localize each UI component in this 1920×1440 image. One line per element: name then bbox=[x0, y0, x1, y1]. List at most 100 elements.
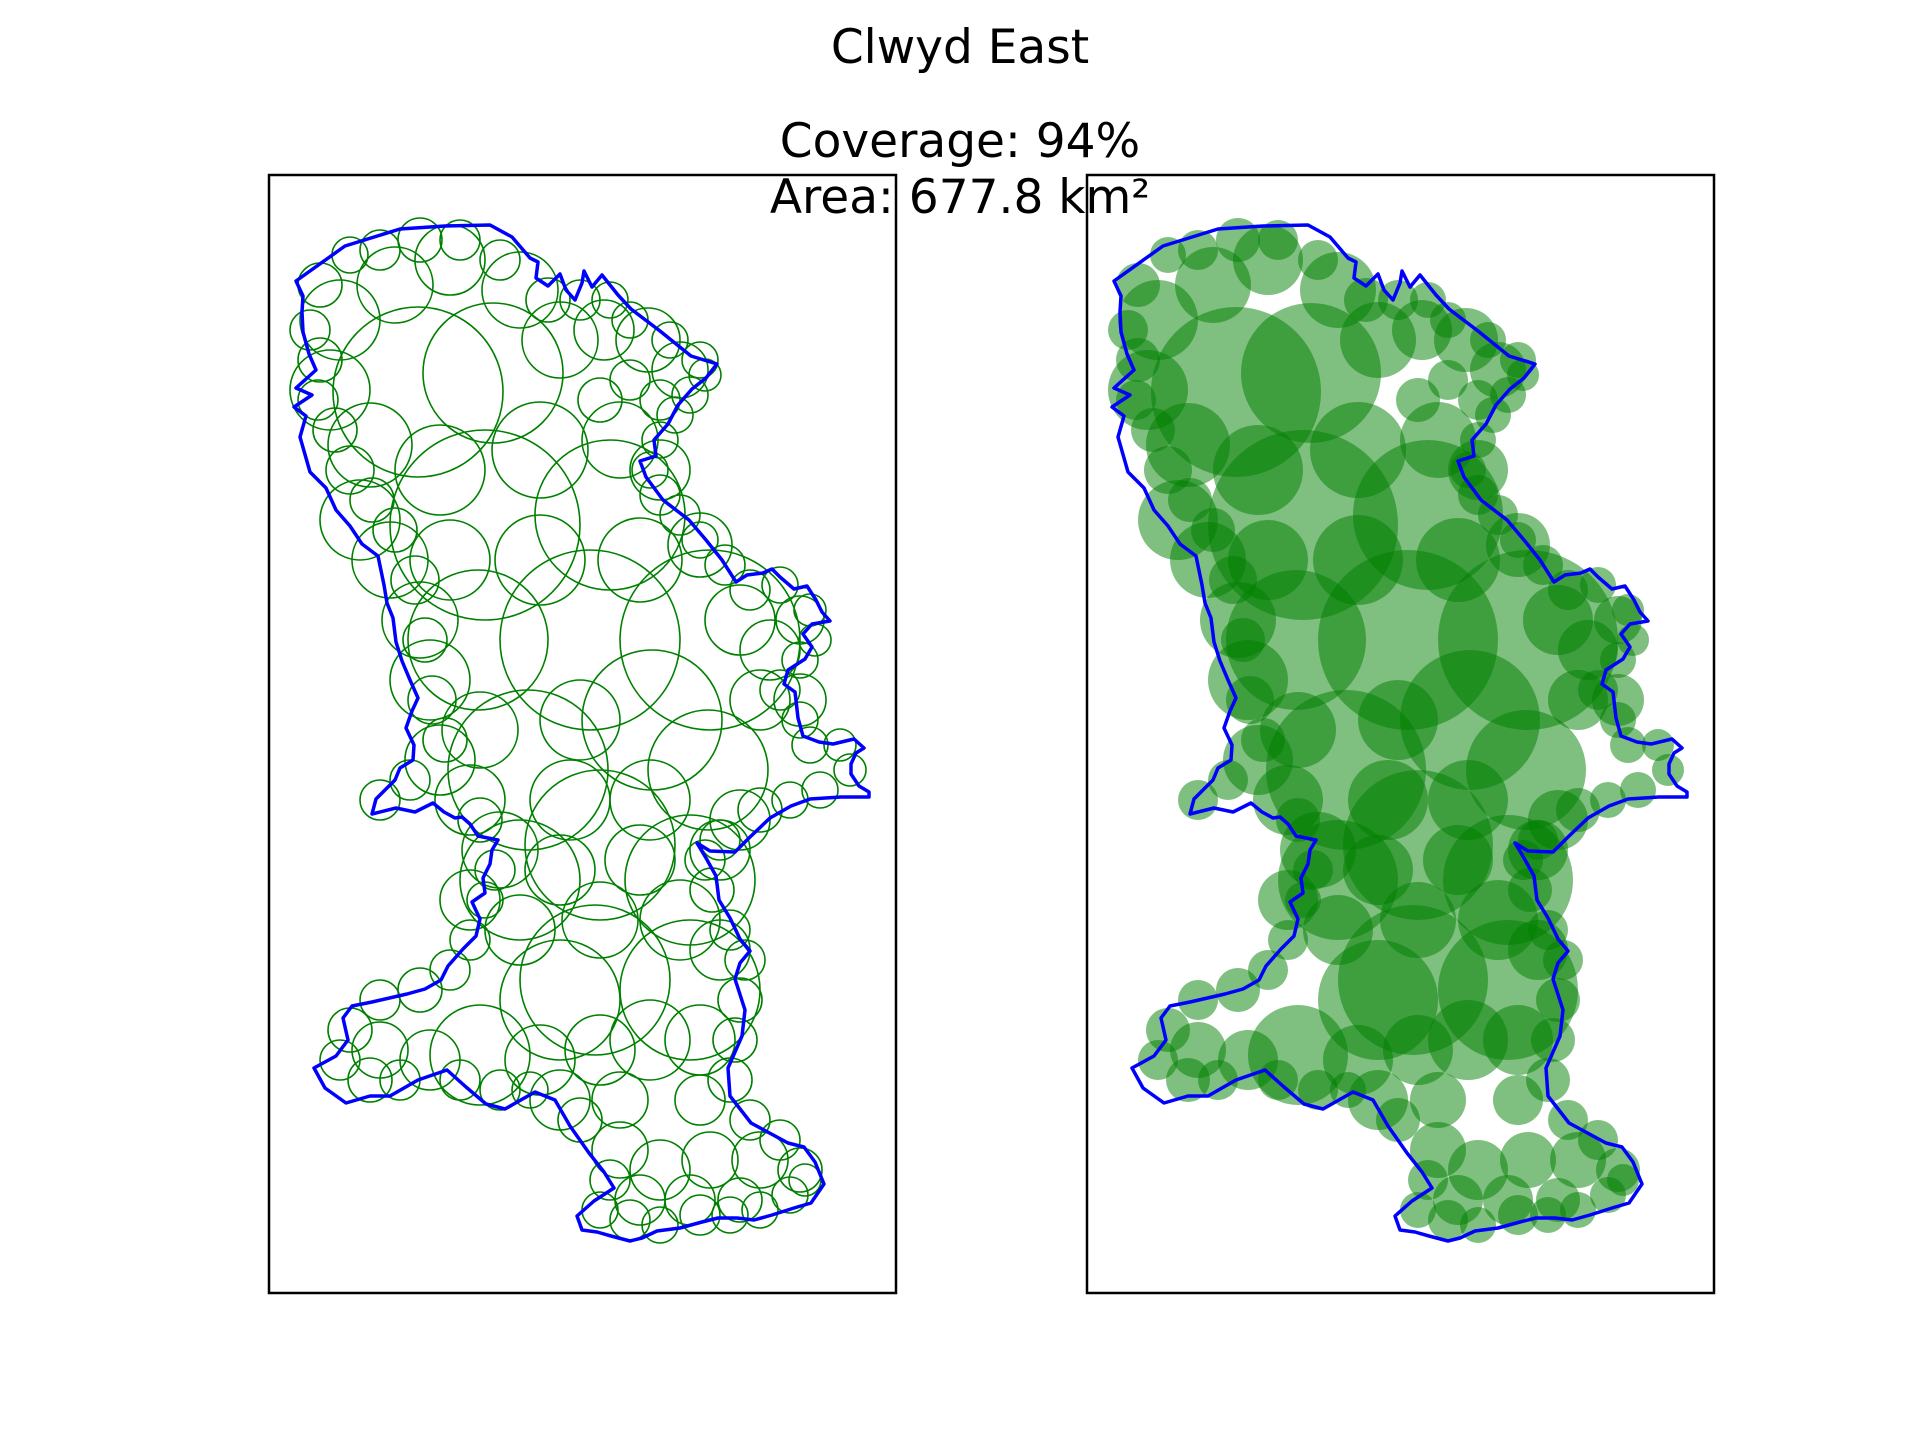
left-coverage-circle bbox=[639, 474, 681, 516]
left-panel-background bbox=[269, 175, 896, 1293]
right-coverage-circle bbox=[1531, 1018, 1575, 1062]
right-coverage-circle bbox=[1590, 782, 1626, 818]
left-coverage-circle bbox=[731, 1131, 789, 1189]
left-coverage-circle bbox=[671, 376, 709, 414]
right-coverage-circle bbox=[1221, 618, 1265, 662]
left-coverage-circle bbox=[439, 1059, 481, 1101]
left-coverage-circle bbox=[597, 517, 683, 603]
right-coverage-circle bbox=[1116, 263, 1160, 307]
left-coverage-circle bbox=[591, 281, 629, 319]
left-coverage-circle bbox=[297, 337, 343, 383]
left-coverage-circle bbox=[349, 477, 395, 523]
area-label: Area: 677.8 km² bbox=[769, 170, 1151, 225]
right-coverage-circle bbox=[1458, 380, 1498, 420]
left-coverage-circle bbox=[356, 246, 434, 324]
left-coverage-circle bbox=[629, 1139, 691, 1201]
right-coverage-circle bbox=[1298, 1070, 1338, 1110]
left-coverage-circle bbox=[712, 1017, 758, 1063]
right-panel-frame bbox=[1085, 173, 1716, 1295]
left-coverage-circle bbox=[511, 1071, 549, 1109]
right-coverage-circle bbox=[1428, 360, 1468, 400]
right-coverage-circle bbox=[1313, 515, 1403, 605]
right-coverage-circle bbox=[1226, 676, 1274, 724]
right-coverage-circle bbox=[1198, 1060, 1238, 1100]
right-coverage-circle bbox=[1131, 408, 1175, 452]
left-coverage-circle bbox=[729, 1099, 771, 1141]
right-coverage-circle bbox=[1276, 798, 1320, 842]
right-coverage-circle bbox=[1343, 835, 1413, 905]
right-coverage-circle bbox=[1178, 780, 1218, 820]
left-coverage-circle bbox=[319, 479, 401, 561]
left-coverage-circle bbox=[651, 321, 689, 359]
left-coverage-circle bbox=[407, 675, 457, 725]
right-coverage-circle bbox=[1396, 378, 1440, 422]
left-coverage-circle bbox=[641, 421, 679, 459]
right-coverage-circle bbox=[1410, 1072, 1466, 1128]
left-coverage-circle bbox=[823, 728, 857, 762]
right-coverage-circle bbox=[1344, 278, 1388, 322]
left-coverage-circle bbox=[491, 401, 589, 499]
left-coverage-circle bbox=[647, 709, 769, 831]
left-coverage-circle bbox=[629, 439, 691, 501]
left-coverage-circle bbox=[609, 999, 691, 1081]
right-coverage-circle bbox=[1150, 237, 1186, 273]
left-coverage-circle bbox=[681, 521, 719, 559]
left-coverage-circle bbox=[359, 979, 401, 1021]
left-coverage-circle bbox=[801, 771, 839, 809]
left-coverage-circle bbox=[347, 1057, 393, 1103]
left-coverage-circle bbox=[729, 569, 771, 611]
left-coverage-circle bbox=[441, 691, 519, 769]
left-coverage-circle bbox=[289, 309, 331, 351]
left-coverage-circle bbox=[729, 669, 791, 731]
left-coverage-circle bbox=[759, 1119, 801, 1161]
right-coverage-circle bbox=[1348, 760, 1428, 840]
right-coverage-circle bbox=[1518, 820, 1558, 860]
right-coverage-circle bbox=[1380, 882, 1456, 958]
left-coverage-circle bbox=[711, 1196, 749, 1234]
left-coverage-circle bbox=[709, 909, 751, 951]
right-coverage-circle bbox=[1383, 1015, 1453, 1085]
left-coverage-circle bbox=[402, 617, 448, 663]
left-coverage-circle bbox=[524, 769, 676, 921]
left-coverage-circle bbox=[561, 881, 639, 959]
left-coverage-circle bbox=[604, 824, 676, 896]
right-coverage-circle bbox=[1642, 729, 1674, 761]
right-coverage-circle bbox=[1556, 788, 1600, 832]
right-coverage-circle bbox=[1580, 567, 1616, 603]
left-coverage-circle bbox=[409, 519, 491, 601]
right-coverage-circle bbox=[1530, 1197, 1566, 1233]
left-coverage-circle bbox=[679, 1194, 721, 1236]
left-coverage-circle bbox=[717, 1177, 763, 1223]
left-coverage-circle bbox=[332, 306, 504, 478]
right-coverage-circle bbox=[1116, 338, 1160, 382]
right-coverage-circle bbox=[1258, 220, 1298, 260]
right-coverage-circle bbox=[1378, 280, 1418, 320]
left-coverage-circle bbox=[707, 1057, 753, 1103]
left-coverage-circle bbox=[499, 549, 681, 731]
right-coverage-circle bbox=[1168, 478, 1212, 522]
left-constituency-boundary bbox=[292, 223, 871, 1243]
left-coverage-circle bbox=[717, 977, 763, 1023]
left-coverage-circle bbox=[559, 279, 601, 321]
left-coverage-circle bbox=[389, 639, 471, 721]
left-map-panel bbox=[267, 173, 898, 1295]
left-coverage-circle bbox=[484, 894, 556, 966]
left-coverage-circle bbox=[577, 377, 623, 423]
left-coverage-circles bbox=[289, 217, 867, 1244]
left-coverage-circle bbox=[704, 544, 746, 586]
left-coverage-circle bbox=[724, 939, 766, 981]
right-coverage-circle bbox=[1423, 825, 1493, 895]
left-coverage-circle bbox=[631, 451, 669, 489]
right-coverage-circle bbox=[1428, 1200, 1468, 1240]
right-coverage-circle bbox=[1303, 895, 1373, 965]
right-coverage-circle bbox=[1460, 1207, 1496, 1243]
right-coverage-circle bbox=[1213, 425, 1303, 515]
right-coverage-circle bbox=[1416, 518, 1500, 602]
left-coverage-circle bbox=[439, 869, 501, 931]
left-coverage-circle bbox=[681, 341, 719, 379]
right-coverage-circle bbox=[1191, 508, 1235, 552]
left-coverage-circle bbox=[833, 753, 867, 787]
left-coverage-circle bbox=[591, 1071, 649, 1129]
left-coverage-circle bbox=[759, 669, 801, 711]
